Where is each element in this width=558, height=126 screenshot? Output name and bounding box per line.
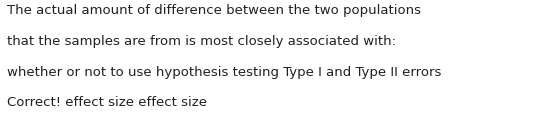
Text: The actual amount of difference between the two populations: The actual amount of difference between … [7,4,421,17]
Text: that the samples are from is most closely associated with:: that the samples are from is most closel… [7,35,396,48]
Text: Correct! effect size effect size: Correct! effect size effect size [7,96,206,109]
Text: whether or not to use hypothesis testing Type I and Type II errors: whether or not to use hypothesis testing… [7,66,441,78]
